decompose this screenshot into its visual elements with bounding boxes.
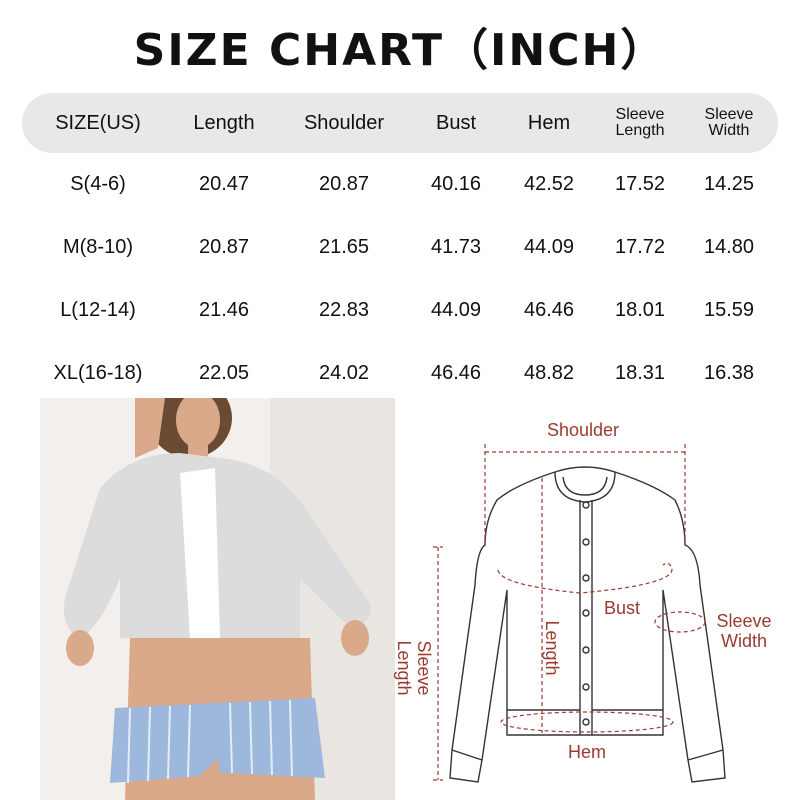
measurement-cell: 14.25 [703, 173, 755, 195]
header-sleeve-width: Sleeve Width [680, 107, 778, 139]
garment-diagram: Shoulder Bust Hem Length Sleeve Length S… [394, 420, 772, 783]
measure-lines [433, 444, 706, 781]
size-cell: M(8-10) [62, 236, 133, 258]
measurement-cell: 21.65 [318, 236, 370, 258]
header-hem: Hem [527, 111, 571, 134]
measurement-cell: 40.16 [430, 173, 482, 195]
measurement-cell: 18.01 [614, 299, 666, 321]
measurement-cell: 42.52 [523, 173, 575, 195]
measurement-cell: 14.80 [703, 236, 755, 258]
measurement-cell: 46.46 [523, 299, 575, 321]
size-cell: S(4-6) [70, 173, 126, 195]
measurement-cell: 21.46 [198, 299, 250, 321]
header-line: Sleeve [704, 106, 754, 123]
measurement-cell: 44.09 [523, 236, 575, 258]
shoulder-label: Shoulder [547, 420, 619, 440]
measurement-cell: 48.82 [523, 362, 575, 384]
size-cell: L(12-14) [60, 299, 136, 321]
header-size: SIZE(US) [55, 111, 141, 134]
measurement-cell: 41.73 [430, 236, 482, 258]
sleeve-width-label-2: Width [721, 631, 767, 651]
table-header: SIZE(US) Length Shoulder Bust Hem Sleeve… [22, 93, 778, 153]
table-row: XL(16-18) 22.05 24.02 46.46 48.82 18.31 16.38 [22, 342, 778, 405]
measurement-cell: 17.72 [614, 236, 666, 258]
header-sleeve-length: Sleeve Length [600, 107, 680, 139]
hem-label: Hem [568, 742, 606, 762]
size-table: SIZE(US) Length Shoulder Bust Hem Sleeve… [22, 93, 778, 405]
size-cell: XL(16-18) [53, 362, 143, 384]
table-row: S(4-6) 20.47 20.87 40.16 42.52 17.52 14.25 [22, 153, 778, 216]
measurement-cell: 24.02 [318, 362, 370, 384]
sleeve-length-label-2: Length [394, 640, 414, 695]
sleeve-length-label-1: Sleeve [414, 640, 434, 695]
header-shoulder: Shoulder [303, 111, 385, 134]
header-line: Width [708, 122, 750, 139]
sleeve-width-label-1: Sleeve [716, 611, 771, 631]
button-icons [582, 501, 590, 726]
measurement-cell: 22.83 [318, 299, 370, 321]
table-row: M(8-10) 20.87 21.65 41.73 44.09 17.72 14.80 [22, 216, 778, 279]
measurement-cell: 17.52 [614, 173, 666, 195]
header-length: Length [193, 111, 255, 134]
measurement-cell: 20.87 [198, 236, 250, 258]
measurement-cell: 22.05 [198, 362, 250, 384]
page-title: SIZE CHART（INCH） [133, 25, 667, 76]
header-line: Length [615, 122, 665, 139]
measurement-cell: 18.31 [614, 362, 666, 384]
measurement-cell: 15.59 [703, 299, 755, 321]
length-label: Length [542, 620, 562, 675]
model-photo [40, 398, 395, 800]
measurement-cell: 44.09 [430, 299, 482, 321]
table-row: L(12-14) 21.46 22.83 44.09 46.46 18.01 15.59 [22, 279, 778, 342]
measurement-cell: 46.46 [430, 362, 482, 384]
header-bust: Bust [435, 111, 477, 134]
measurement-cell: 20.47 [198, 173, 250, 195]
measurement-cell: 16.38 [703, 362, 755, 384]
bust-label: Bust [604, 598, 640, 618]
header-line: Sleeve [615, 106, 665, 123]
measurement-cell: 20.87 [318, 173, 370, 195]
